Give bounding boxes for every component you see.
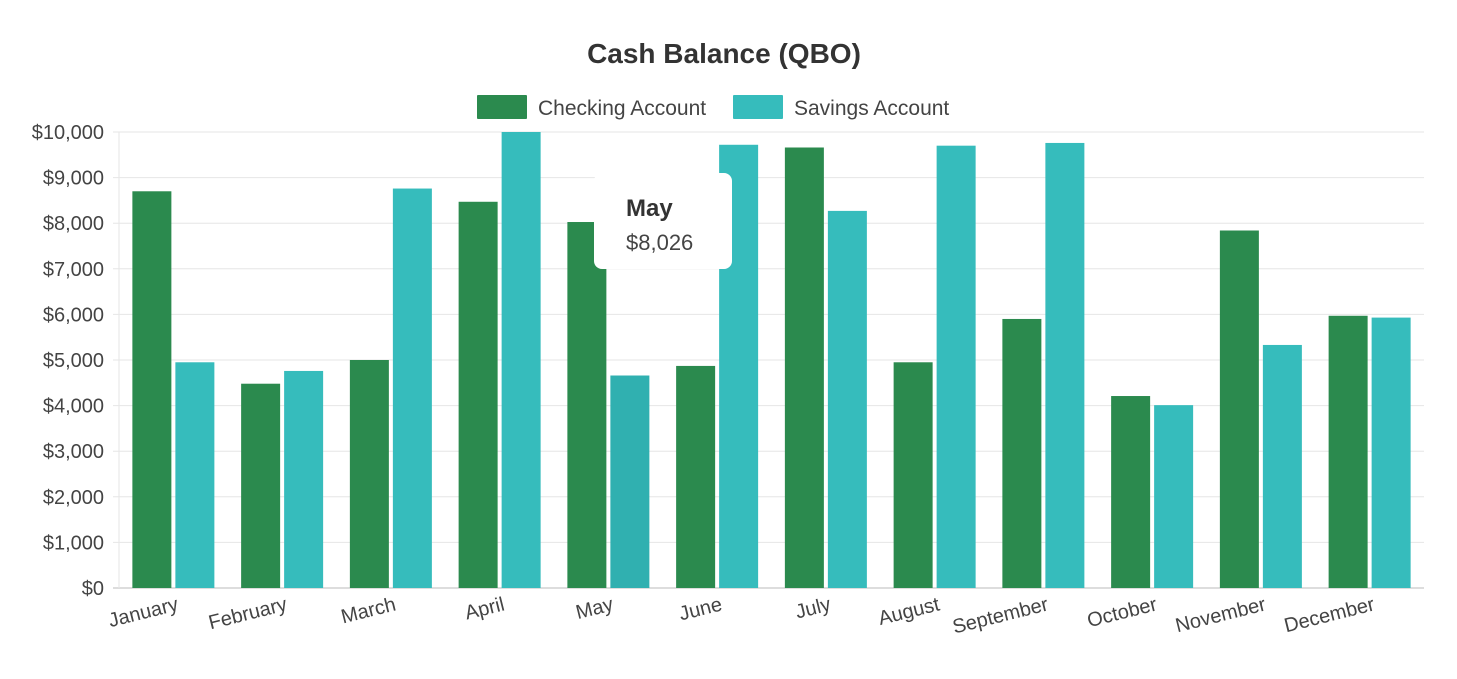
bar-checking-may	[567, 222, 607, 588]
x-tick-label: November	[1173, 593, 1268, 637]
x-tick-label: April	[463, 594, 507, 625]
bar-savings-september	[1045, 142, 1085, 588]
x-tick-label: September	[950, 593, 1051, 638]
y-tick-label: $7,000	[43, 259, 104, 281]
legend-swatch-savings[interactable]	[733, 95, 783, 119]
x-tick-label: October	[1085, 593, 1160, 632]
bar-checking-august	[893, 362, 933, 588]
bar-savings-april	[501, 132, 541, 588]
bar-checking-november	[1219, 230, 1259, 588]
bar-checking-july	[784, 147, 824, 588]
bar-checking-june	[676, 365, 716, 588]
bar-savings-july	[827, 210, 867, 588]
x-tick-label: June	[677, 594, 724, 626]
tooltip-box	[594, 173, 732, 269]
x-tick-label: March	[339, 594, 398, 629]
tooltip-title: May	[626, 195, 673, 222]
x-tick-label: January	[106, 594, 180, 633]
x-tick-label: February	[206, 594, 289, 635]
bar-savings-november	[1262, 344, 1302, 588]
bar-savings-december	[1371, 317, 1411, 588]
bar-checking-september	[1002, 318, 1042, 588]
x-tick-label: July	[793, 594, 833, 624]
bar-checking-december	[1328, 315, 1368, 588]
bar-checking-march	[349, 360, 389, 588]
y-tick-label: $5,000	[43, 350, 104, 372]
gridlines	[113, 131, 1424, 589]
bar-savings-march	[392, 188, 432, 588]
bar-savings-february	[284, 370, 324, 588]
y-tick-label: $1,000	[43, 532, 104, 554]
y-tick-label: $8,000	[43, 213, 104, 235]
bar-checking-february	[241, 383, 281, 588]
y-tick-label: $10,000	[32, 122, 104, 144]
bar-checking-april	[458, 201, 498, 588]
bars	[132, 132, 1411, 588]
bar-savings-may	[610, 375, 650, 588]
y-tick-label: $4,000	[43, 396, 104, 418]
legend-label-savings[interactable]: Savings Account	[794, 97, 949, 120]
y-axis: $0 $1,000 $2,000 $3,000 $4,000 $5,000 $6,000 $7…	[32, 122, 104, 600]
chart-title: Cash Balance (QBO)	[587, 38, 861, 69]
bar-savings-august	[936, 145, 976, 588]
x-tick-label: August	[876, 593, 942, 630]
y-tick-label: $0	[82, 578, 104, 600]
bar-savings-january	[175, 362, 215, 588]
legend: Checking Account Savings Account	[477, 95, 949, 120]
x-tick-label: December	[1282, 593, 1377, 637]
y-tick-label: $6,000	[43, 304, 104, 326]
x-axis: January February March April May June July Augu…	[106, 593, 1377, 638]
bar-checking-october	[1111, 396, 1151, 588]
bar-checking-january	[132, 191, 172, 588]
y-tick-label: $2,000	[43, 487, 104, 509]
x-tick-label: May	[574, 594, 616, 624]
bar-savings-october	[1154, 405, 1194, 588]
y-tick-label: $3,000	[43, 441, 104, 463]
tooltip: May $8,026	[594, 173, 732, 269]
legend-swatch-checking[interactable]	[477, 95, 527, 119]
y-tick-label: $9,000	[43, 168, 104, 190]
legend-label-checking[interactable]: Checking Account	[538, 97, 706, 120]
tooltip-value: $8,026	[626, 230, 693, 255]
